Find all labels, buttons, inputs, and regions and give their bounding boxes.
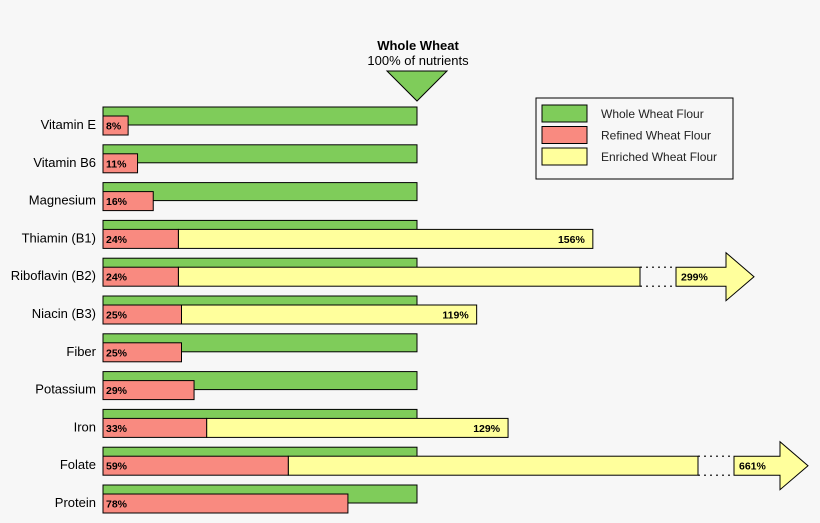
category-label-riboflavin-b2: Riboflavin (B2) xyxy=(11,268,96,283)
category-label-magnesium: Magnesium xyxy=(29,193,96,208)
bar-refined-niacin-b3 xyxy=(102,304,182,325)
value-label-refined-niacin-b3: 25% xyxy=(106,310,128,322)
chart-subtitle: 100% of nutrients xyxy=(367,53,469,68)
value-label-refined-riboflavin-b2: 24% xyxy=(106,272,128,284)
bar-refined-fiber xyxy=(102,342,182,363)
category-label-vitamin-e: Vitamin E xyxy=(41,117,97,132)
bars-group: Vitamin E 8% Vitamin B6 11% Magnesium 16% Thia… xyxy=(11,106,809,514)
value-label-enriched-thiamin-b1: 156% xyxy=(558,234,586,246)
bar-refined-vitamin-b6 xyxy=(102,153,139,174)
category-label-fiber: Fiber xyxy=(66,344,96,359)
legend-label-enriched-wheat-flour: Enriched Wheat Flour xyxy=(601,150,717,164)
bar-refined-vitamin-e xyxy=(102,115,129,136)
bar-enriched-iron xyxy=(206,417,509,438)
bar-refined-protein xyxy=(102,493,349,514)
value-label-refined-folate: 59% xyxy=(106,461,128,473)
value-label-refined-thiamin-b1: 24% xyxy=(106,234,128,246)
value-label-refined-fiber: 25% xyxy=(106,347,128,359)
bar-refined-magnesium xyxy=(102,191,154,212)
bar-whole-vitamin-e xyxy=(102,106,418,126)
reference-triangle xyxy=(385,70,449,102)
legend-label-whole-wheat-flour: Whole Wheat Flour xyxy=(601,107,704,121)
value-label-refined-vitamin-b6: 11% xyxy=(106,158,127,170)
bar-enriched-arrow-riboflavin-b2 xyxy=(675,251,755,302)
chart-title: Whole Wheat xyxy=(377,38,459,53)
value-label-refined-magnesium: 16% xyxy=(106,196,128,208)
bar-refined-thiamin-b1 xyxy=(102,228,179,249)
category-label-niacin-b3: Niacin (B3) xyxy=(32,306,96,321)
bar-refined-folate xyxy=(102,455,289,476)
value-label-refined-vitamin-e: 8% xyxy=(106,121,122,133)
bar-enriched-riboflavin-b2 xyxy=(177,266,641,287)
value-label-refined-iron: 33% xyxy=(106,423,128,435)
category-label-potassium: Potassium xyxy=(35,382,96,397)
category-label-protein: Protein xyxy=(55,495,96,510)
value-label-enriched-iron: 129% xyxy=(473,423,501,435)
value-label-enriched-folate: 661% xyxy=(739,461,767,473)
bar-refined-potassium xyxy=(102,380,195,401)
bar-refined-iron xyxy=(102,417,208,438)
category-label-vitamin-b6: Vitamin B6 xyxy=(33,155,96,170)
category-label-iron: Iron xyxy=(74,419,96,434)
legend-label-refined-wheat-flour: Refined Wheat Flour xyxy=(601,129,711,143)
legend-swatch-whole-wheat-flour xyxy=(541,104,588,123)
bar-enriched-niacin-b3 xyxy=(181,304,478,325)
legend: Whole Wheat Flour Refined Wheat Flour Enri… xyxy=(535,97,734,180)
value-label-enriched-riboflavin-b2: 299% xyxy=(681,272,709,284)
category-label-thiamin-b1: Thiamin (B1) xyxy=(22,230,96,245)
bar-enriched-arrow-folate xyxy=(733,440,809,491)
category-label-folate: Folate xyxy=(60,457,96,472)
bar-enriched-thiamin-b1 xyxy=(177,228,594,249)
value-label-refined-protein: 78% xyxy=(106,499,128,511)
value-label-enriched-niacin-b3: 119% xyxy=(442,310,469,322)
legend-swatch-enriched-wheat-flour xyxy=(541,147,588,166)
legend-swatch-refined-wheat-flour xyxy=(541,126,588,144)
value-label-refined-potassium: 29% xyxy=(106,385,128,397)
bar-whole-vitamin-b6 xyxy=(102,144,418,164)
bar-refined-riboflavin-b2 xyxy=(102,266,179,287)
bar-enriched-folate xyxy=(287,455,699,476)
